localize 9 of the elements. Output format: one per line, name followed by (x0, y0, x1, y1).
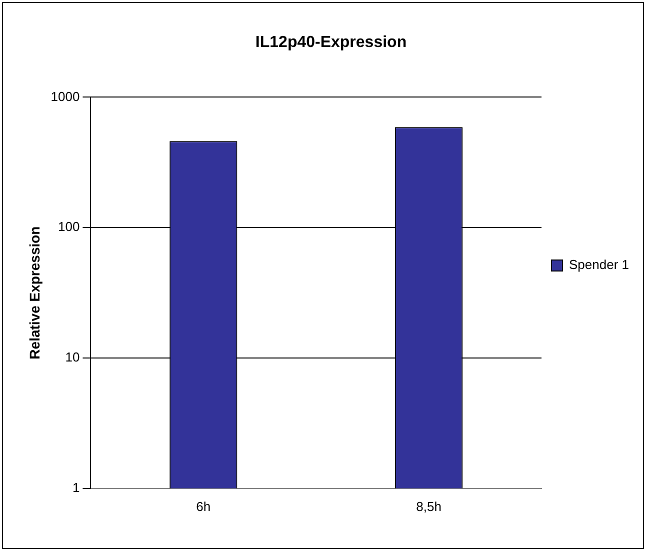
y-tick-label: 10 (65, 350, 80, 365)
y-tick-label: 100 (58, 219, 80, 234)
chart-title: IL12p40-Expression (255, 34, 407, 52)
y-axis-title: Relative Expression (26, 226, 42, 360)
y-tick-label: 1 (72, 480, 80, 495)
y-tick-label: 1000 (50, 88, 80, 104)
x-tick-label: 8,5h (416, 498, 442, 514)
legend-label: Spender 1 (569, 257, 630, 272)
x-tick-label: 6h (196, 498, 211, 514)
